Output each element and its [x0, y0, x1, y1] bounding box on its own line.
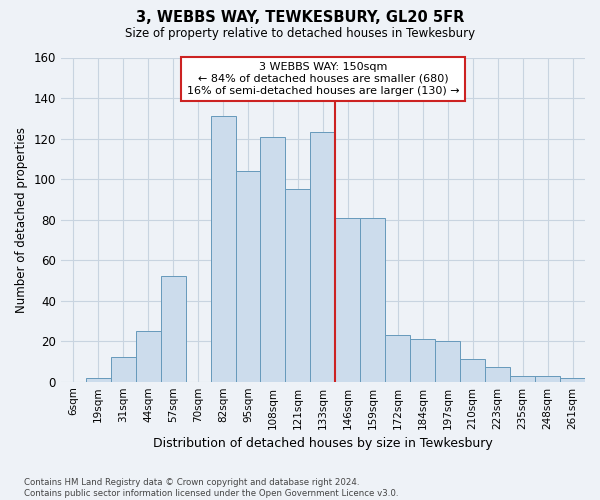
Bar [310, 132, 335, 382]
Bar [335, 218, 361, 382]
Text: Size of property relative to detached houses in Tewkesbury: Size of property relative to detached ho… [125, 28, 475, 40]
Bar [460, 360, 485, 382]
Bar [361, 218, 385, 382]
Text: Contains HM Land Registry data © Crown copyright and database right 2024.
Contai: Contains HM Land Registry data © Crown c… [24, 478, 398, 498]
Bar [111, 358, 136, 382]
Bar [410, 339, 435, 382]
Text: 3 WEBBS WAY: 150sqm
← 84% of detached houses are smaller (680)
16% of semi-detac: 3 WEBBS WAY: 150sqm ← 84% of detached ho… [187, 62, 459, 96]
X-axis label: Distribution of detached houses by size in Tewkesbury: Distribution of detached houses by size … [153, 437, 493, 450]
Bar [136, 331, 161, 382]
Bar [260, 136, 286, 382]
Bar [560, 378, 585, 382]
Bar [286, 189, 310, 382]
Bar [535, 376, 560, 382]
Text: 3, WEBBS WAY, TEWKESBURY, GL20 5FR: 3, WEBBS WAY, TEWKESBURY, GL20 5FR [136, 10, 464, 25]
Bar [86, 378, 111, 382]
Bar [161, 276, 185, 382]
Bar [510, 376, 535, 382]
Bar [385, 335, 410, 382]
Bar [485, 368, 510, 382]
Bar [435, 341, 460, 382]
Bar [211, 116, 236, 382]
Bar [236, 171, 260, 382]
Y-axis label: Number of detached properties: Number of detached properties [15, 126, 28, 312]
